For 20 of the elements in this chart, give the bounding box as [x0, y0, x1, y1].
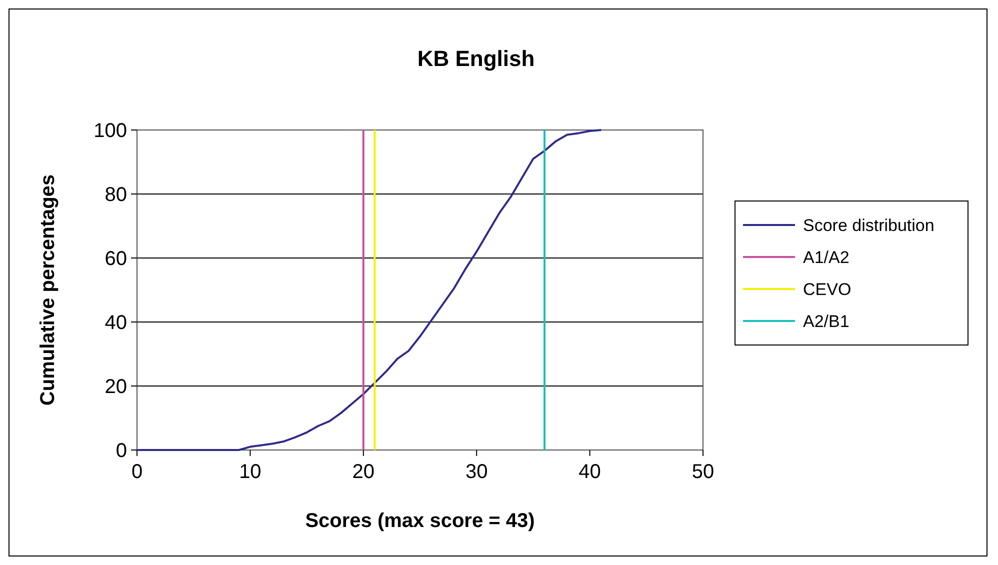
y-tick-label: 60 — [104, 248, 127, 270]
y-tick-label: 100 — [94, 120, 127, 142]
legend-label: Score distribution — [803, 216, 934, 235]
chart-title: KB English — [417, 46, 535, 71]
y-axis-title: Cumulative percentages — [37, 174, 59, 406]
x-axis-title: Scores (max score = 43) — [305, 510, 535, 532]
y-tick-label: 0 — [116, 440, 127, 462]
x-tick-label: 50 — [692, 461, 714, 483]
legend-label: CEVO — [803, 280, 852, 299]
y-tick-label: 80 — [104, 184, 127, 206]
x-tick-label: 40 — [578, 461, 601, 483]
legend-label: A1/A2 — [803, 248, 850, 267]
y-tick-label: 20 — [104, 376, 127, 398]
x-tick-label: 20 — [352, 461, 375, 483]
legend-label: A2/B1 — [803, 312, 850, 331]
x-tick-label: 10 — [239, 461, 262, 483]
y-tick-label: 40 — [104, 312, 127, 334]
x-tick-label: 0 — [131, 461, 143, 483]
x-tick-label: 30 — [465, 461, 488, 483]
line-series — [136, 129, 602, 451]
